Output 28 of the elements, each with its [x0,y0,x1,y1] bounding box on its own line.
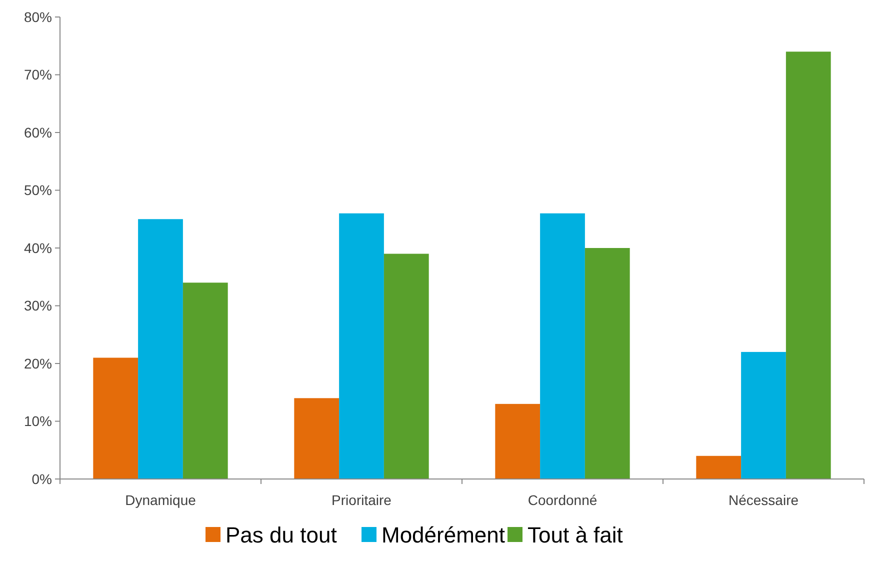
bar [93,358,138,479]
legend-label: Pas du tout [226,522,337,548]
x-tick-label: Coordonné [528,492,598,508]
bar [540,213,585,479]
y-tick-label: 50% [24,182,52,198]
x-tick-label: Dynamique [125,492,196,508]
y-tick-label: 60% [24,124,52,140]
y-tick-label: 80% [24,8,52,25]
y-tick-label: 40% [24,240,52,256]
bar [741,352,786,479]
bar [384,254,429,479]
y-tick-label: 30% [24,298,52,314]
bar [182,282,228,479]
y-tick-label: 20% [24,355,52,372]
x-tick-label: Prioritaire [332,492,392,508]
y-tick-label: 0% [32,470,52,487]
bar [138,219,183,479]
legend-label: Modérément [382,522,506,548]
bar [294,398,340,479]
bar [786,52,831,479]
y-tick-label: 70% [24,66,52,83]
bar [584,248,630,479]
bar [339,213,384,479]
bar [696,456,742,479]
x-tick-label: Nécessaire [728,492,799,508]
legend-label: Tout à fait [528,522,623,548]
y-tick-label: 10% [24,413,52,430]
bar [495,404,540,479]
